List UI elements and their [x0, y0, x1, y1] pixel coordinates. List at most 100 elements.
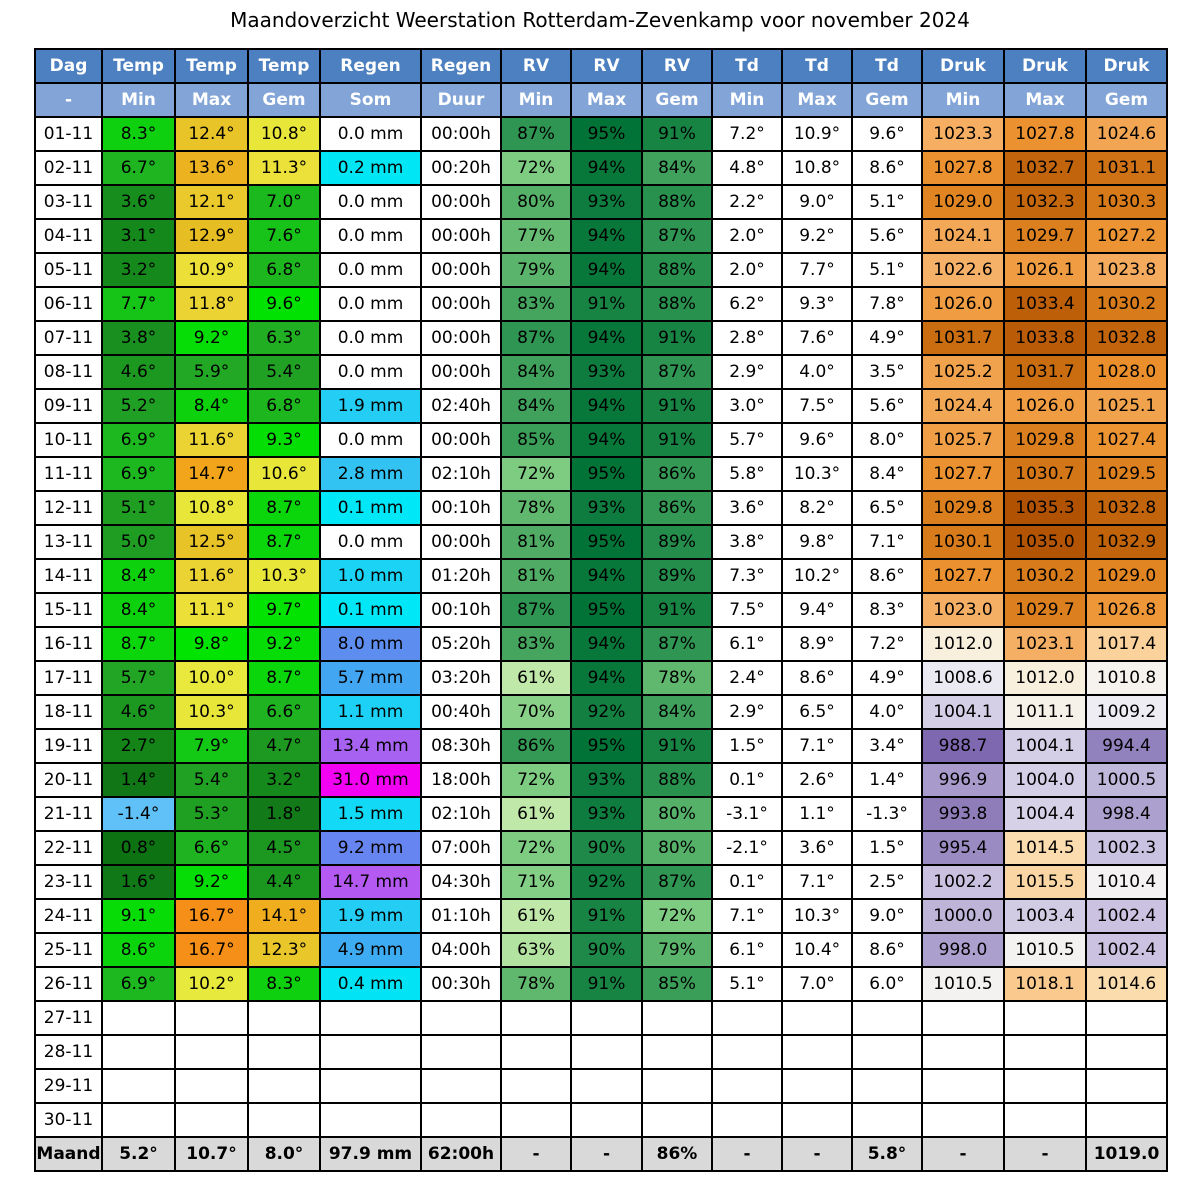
data-cell: 1029.0 [1085, 558, 1168, 594]
table-row: 29-11 [34, 1068, 1168, 1104]
data-cell [711, 1000, 783, 1036]
data-cell: 61% [500, 796, 572, 832]
data-cell: 8.4° [101, 558, 176, 594]
data-cell: 1026.0 [921, 286, 1005, 322]
data-cell: 91% [570, 898, 643, 934]
data-cell: 86% [641, 490, 713, 526]
summary-value-cell: - [1003, 1136, 1087, 1172]
data-cell: 91% [570, 966, 643, 1002]
data-cell: 10.3° [781, 898, 853, 934]
data-cell: 1023.1 [1003, 626, 1087, 662]
data-cell: 10.6° [247, 456, 321, 492]
data-cell [1003, 1034, 1087, 1070]
data-cell: 1008.6 [921, 660, 1005, 696]
data-cell: 4.9° [851, 660, 923, 696]
data-cell: 1024.1 [921, 218, 1005, 254]
data-cell: 8.9° [781, 626, 853, 662]
data-cell: 9.0° [851, 898, 923, 934]
data-cell: 0.1 mm [319, 490, 422, 526]
day-cell: 04-11 [34, 218, 103, 254]
data-cell: 6.9° [101, 456, 176, 492]
summary-value-cell: 1019.0 [1085, 1136, 1168, 1172]
data-cell: 3.6° [781, 830, 853, 866]
data-cell: 6.9° [101, 422, 176, 458]
header-group-cell: Regen [319, 48, 422, 84]
data-cell: 998.0 [921, 932, 1005, 968]
data-cell [500, 1034, 572, 1070]
data-cell: 0.1 mm [319, 592, 422, 628]
data-cell: 00:10h [420, 490, 502, 526]
data-cell: 95% [570, 728, 643, 764]
table-row: 18-11 4.6° 10.3° 6.6° 1.1 mm 00:40h 70% 92% 84% 2… [34, 694, 1168, 730]
header-group-cell: Temp [101, 48, 176, 84]
table-row: 22-11 0.8° 6.6° 4.5° 9.2 mm 07:00h 72% 90% 80% -2… [34, 830, 1168, 866]
data-cell: 7.2° [711, 116, 783, 152]
data-cell [711, 1068, 783, 1104]
data-cell: 6.1° [711, 932, 783, 968]
data-cell [174, 1068, 249, 1104]
data-cell: 03:20h [420, 660, 502, 696]
data-cell: 93% [570, 796, 643, 832]
day-cell: 13-11 [34, 524, 103, 560]
data-cell [1085, 1068, 1168, 1104]
data-cell: 1025.1 [1085, 388, 1168, 424]
data-cell: 91% [641, 116, 713, 152]
data-cell: 16.7° [174, 932, 249, 968]
data-cell: 994.4 [1085, 728, 1168, 764]
summary-value-cell: 5.2° [101, 1136, 176, 1172]
data-cell: 02:10h [420, 456, 502, 492]
data-cell: 5.2° [101, 388, 176, 424]
data-cell: 9.3° [781, 286, 853, 322]
data-cell: 12.9° [174, 218, 249, 254]
summary-value-cell: 62:00h [420, 1136, 502, 1172]
data-cell: 995.4 [921, 830, 1005, 866]
data-cell: 8.7° [101, 626, 176, 662]
header-group-cell: Temp [247, 48, 321, 84]
data-cell: 12.4° [174, 116, 249, 152]
data-cell: 9.6° [781, 422, 853, 458]
data-cell: 72% [500, 150, 572, 186]
data-cell [570, 1000, 643, 1036]
table-row: 06-11 7.7° 11.8° 9.6° 0.0 mm 00:00h 83% 91% 88% 6… [34, 286, 1168, 322]
data-cell: 1030.1 [921, 524, 1005, 560]
data-cell: 1030.2 [1085, 286, 1168, 322]
data-cell: 1010.5 [921, 966, 1005, 1002]
summary-value-cell: 8.0° [247, 1136, 321, 1172]
data-cell: 11.8° [174, 286, 249, 322]
data-cell: 1029.8 [921, 490, 1005, 526]
data-cell: 1023.3 [921, 116, 1005, 152]
data-cell: 07:00h [420, 830, 502, 866]
data-cell: 1030.3 [1085, 184, 1168, 220]
table-row: 01-11 8.3° 12.4° 10.8° 0.0 mm 00:00h 87% 95% 91%… [34, 116, 1168, 152]
data-cell [781, 1034, 853, 1070]
data-cell [500, 1102, 572, 1138]
data-cell: 0.0 mm [319, 218, 422, 254]
data-cell: 9.2 mm [319, 830, 422, 866]
data-cell: 94% [570, 252, 643, 288]
data-cell: 1026.8 [1085, 592, 1168, 628]
data-cell: 31.0 mm [319, 762, 422, 798]
data-cell: 7.8° [851, 286, 923, 322]
data-cell: 1.0 mm [319, 558, 422, 594]
table-row: 27-11 [34, 1000, 1168, 1036]
data-cell: 3.1° [101, 218, 176, 254]
table-row: 10-11 6.9° 11.6° 9.3° 0.0 mm 00:00h 85% 94% 91% 5… [34, 422, 1168, 458]
data-cell [851, 1000, 923, 1036]
data-cell: 8.2° [781, 490, 853, 526]
data-cell: 80% [641, 796, 713, 832]
data-cell: 0.0 mm [319, 252, 422, 288]
data-cell [174, 1102, 249, 1138]
data-cell [420, 1102, 502, 1138]
table-row: 12-11 5.1° 10.8° 8.7° 0.1 mm 00:10h 78% 93% 86% 3… [34, 490, 1168, 526]
data-cell: 3.6° [101, 184, 176, 220]
data-cell [319, 1102, 422, 1138]
weather-table: Dag Temp Temp Temp Regen Regen RV RV RV Td Td Td Dru… [34, 48, 1168, 1172]
day-cell: 02-11 [34, 150, 103, 186]
data-cell [781, 1068, 853, 1104]
data-cell: 04:30h [420, 864, 502, 900]
data-cell: 9.8° [174, 626, 249, 662]
data-cell: 5.3° [174, 796, 249, 832]
data-cell: 10.2° [781, 558, 853, 594]
day-cell: 06-11 [34, 286, 103, 322]
data-cell [247, 1102, 321, 1138]
